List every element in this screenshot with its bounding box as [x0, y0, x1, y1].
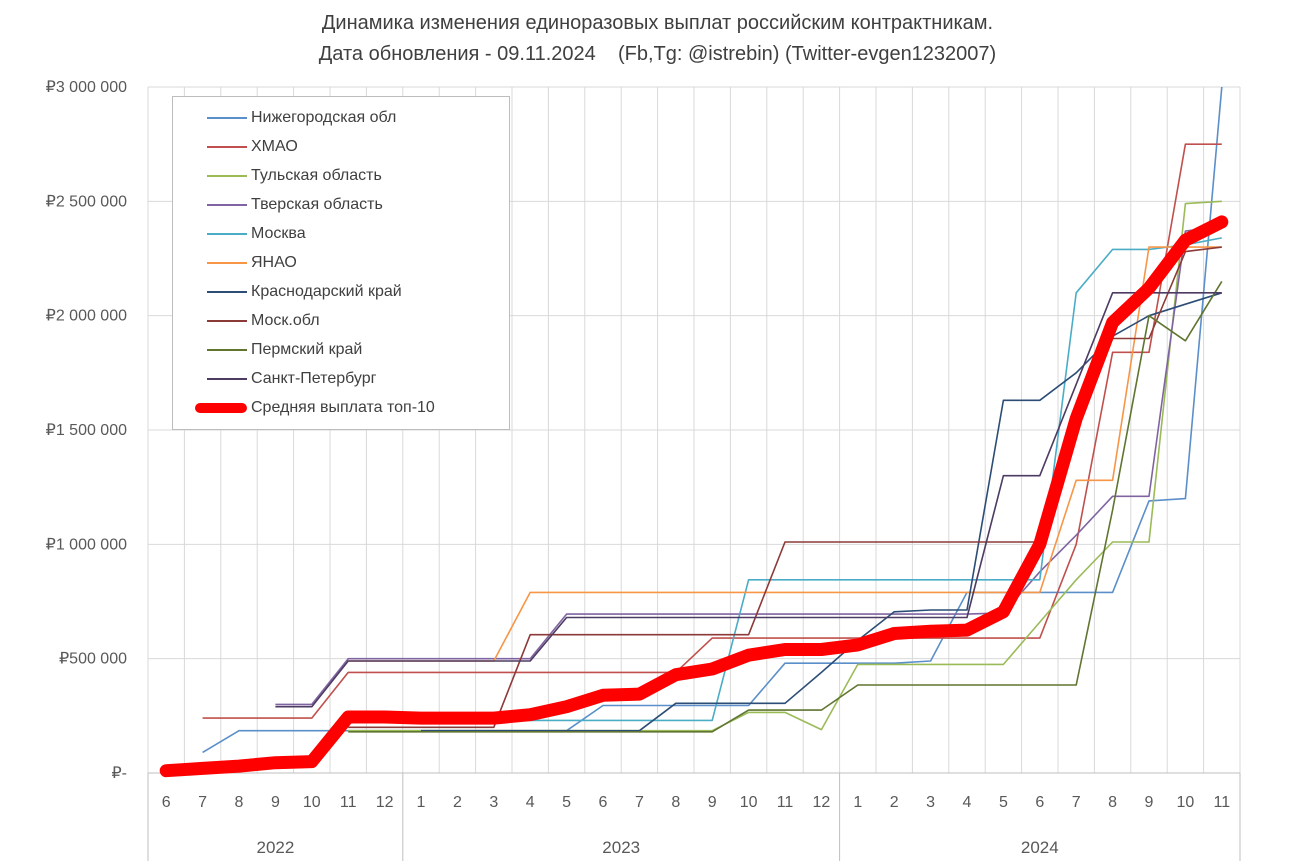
y-axis-label: ₽-	[111, 765, 127, 782]
x-axis-month-label: 3	[926, 794, 935, 811]
x-axis-month-label: 10	[740, 794, 758, 811]
legend-item-4: Москва	[173, 219, 509, 248]
chart-title-line1: Динамика изменения единоразовых выплат р…	[321, 12, 994, 34]
legend-swatch-4	[207, 232, 247, 235]
series-line-4	[421, 237, 1222, 722]
legend-label-2: Тульская область	[251, 166, 382, 184]
chart-title-line2: Дата обновления - 09.11.2024 (Fb,Tg: @is…	[318, 43, 997, 65]
legend: Нижегородская обл ХМАО Тульская область Тве…	[172, 96, 510, 430]
legend-label-0: Нижегородская обл	[251, 108, 397, 126]
legend-swatch-2	[207, 174, 247, 177]
legend-item-2: Тульская область	[173, 161, 509, 190]
x-axis-month-label: 7	[1072, 794, 1081, 811]
legend-label-7: Моск.обл	[251, 311, 320, 329]
x-axis-month-label: 12	[813, 794, 831, 811]
legend-label-10: Средняя выплата топ-10	[251, 398, 435, 416]
x-axis-year-label: 2023	[602, 838, 640, 857]
y-axis-label: ₽3 000 000	[46, 79, 127, 96]
legend-swatch-0	[207, 116, 247, 119]
chart-title: Динамика изменения единоразовых выплат р…	[0, 8, 1315, 70]
series-line-3	[275, 225, 1222, 706]
x-axis-month-label: 7	[635, 794, 644, 811]
series-line-8	[348, 280, 1223, 733]
y-axis-label: ₽500 000	[59, 651, 127, 668]
x-axis-month-label: 8	[1108, 794, 1117, 811]
x-axis-month-label: 6	[599, 794, 608, 811]
legend-item-9: Санкт-Петербург	[173, 364, 509, 393]
legend-swatch-5	[207, 261, 247, 264]
legend-item-1: ХМАО	[173, 132, 509, 161]
legend-swatch-1	[207, 145, 247, 148]
legend-label-3: Тверская область	[251, 195, 383, 213]
y-axis-label: ₽2 000 000	[46, 308, 127, 325]
x-axis-month-label: 10	[303, 794, 321, 811]
legend-item-7: Моск.обл	[173, 306, 509, 335]
legend-item-10: Средняя выплата топ-10	[173, 393, 509, 422]
legend-swatch-7	[207, 319, 247, 322]
x-axis-month-label: 4	[963, 794, 972, 811]
legend-label-8: Пермский край	[251, 340, 363, 358]
legend-item-8: Пермский край	[173, 335, 509, 364]
x-axis-year-label: 2022	[256, 838, 294, 857]
x-axis-month-label: 6	[162, 794, 171, 811]
y-axis-label: ₽1 000 000	[46, 536, 127, 553]
series-line-6	[421, 292, 1223, 732]
x-axis-month-label: 5	[562, 794, 571, 811]
x-axis-month-label: 9	[708, 794, 717, 811]
x-axis-month-label: 10	[1177, 794, 1195, 811]
x-axis-month-label: 1	[417, 794, 426, 811]
legend-label-4: Москва	[251, 224, 306, 242]
x-axis-year-label: 2024	[1021, 838, 1059, 857]
legend-label-1: ХМАО	[251, 137, 298, 155]
x-axis-month-label: 11	[1213, 794, 1230, 811]
legend-label-9: Санкт-Петербург	[251, 369, 377, 387]
legend-item-0: Нижегородская обл	[173, 103, 509, 132]
legend-swatch-3	[207, 203, 247, 206]
legend-swatch-10	[195, 402, 247, 413]
x-axis-month-label: 8	[235, 794, 244, 811]
legend-item-3: Тверская область	[173, 190, 509, 219]
legend-label-6: Краснодарский край	[251, 282, 402, 300]
x-axis-month-label: 6	[1035, 794, 1044, 811]
x-axis-month-label: 2	[453, 794, 462, 811]
x-axis-month-label: 3	[489, 794, 498, 811]
x-axis-month-label: 11	[777, 794, 794, 811]
series-line-9	[275, 292, 1222, 708]
x-axis-month-label: 11	[340, 794, 357, 811]
legend-swatch-8	[207, 348, 247, 351]
legend-item-6: Краснодарский край	[173, 277, 509, 306]
legend-item-5: ЯНАО	[173, 248, 509, 277]
x-axis-month-label: 9	[271, 794, 280, 811]
x-axis-month-label: 9	[1145, 794, 1154, 811]
x-axis-month-label: 1	[853, 794, 862, 811]
legend-swatch-6	[207, 290, 247, 293]
x-axis-month-label: 4	[526, 794, 535, 811]
x-axis-month-label: 2	[890, 794, 899, 811]
x-axis-month-label: 7	[198, 794, 207, 811]
legend-label-5: ЯНАО	[251, 253, 297, 271]
series-line-10	[159, 215, 1229, 778]
x-axis-month-label: 5	[999, 794, 1008, 811]
y-axis-label: ₽2 500 000	[46, 193, 127, 210]
x-axis-month-label: 8	[671, 794, 680, 811]
legend-swatch-9	[207, 377, 247, 380]
y-axis-label: ₽1 500 000	[46, 422, 127, 439]
x-axis-month-label: 12	[376, 794, 394, 811]
